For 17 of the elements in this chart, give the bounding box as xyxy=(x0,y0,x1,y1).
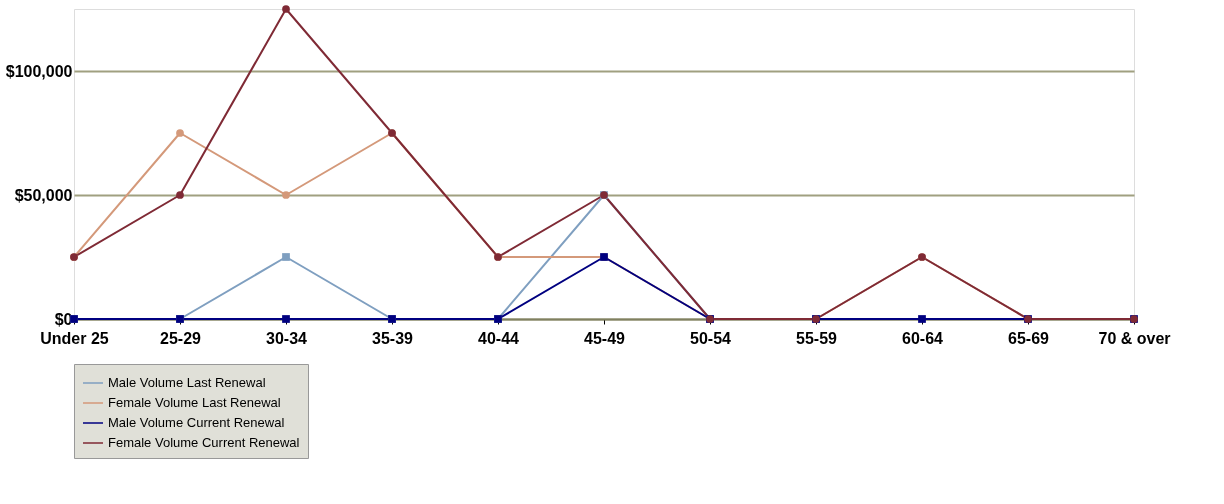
x-tick-label: 25-29 xyxy=(160,329,202,347)
x-tick-label: 30-34 xyxy=(266,329,308,347)
x-tick-label: 50-54 xyxy=(690,329,732,347)
legend-label: Male Volume Last Renewal xyxy=(108,375,266,390)
x-tick-label: 60-64 xyxy=(902,329,944,347)
x-tick-label: 70 & over xyxy=(1098,329,1171,347)
y-tick-label: $50,000 xyxy=(14,186,73,204)
x-tick-label: 65-69 xyxy=(1008,329,1050,347)
legend-label: Female Volume Last Renewal xyxy=(108,395,281,410)
legend-label: Female Volume Current Renewal xyxy=(108,435,300,450)
x-tick-label: Under 25 xyxy=(40,329,109,347)
x-tick-label: 35-39 xyxy=(372,329,414,347)
x-tick-label: 40-44 xyxy=(478,329,520,347)
legend-label: Male Volume Current Renewal xyxy=(108,415,285,430)
y-tick-label: $100,000 xyxy=(5,62,73,80)
x-tick-label: 55-59 xyxy=(796,329,838,347)
x-tick-label: 45-49 xyxy=(584,329,626,347)
